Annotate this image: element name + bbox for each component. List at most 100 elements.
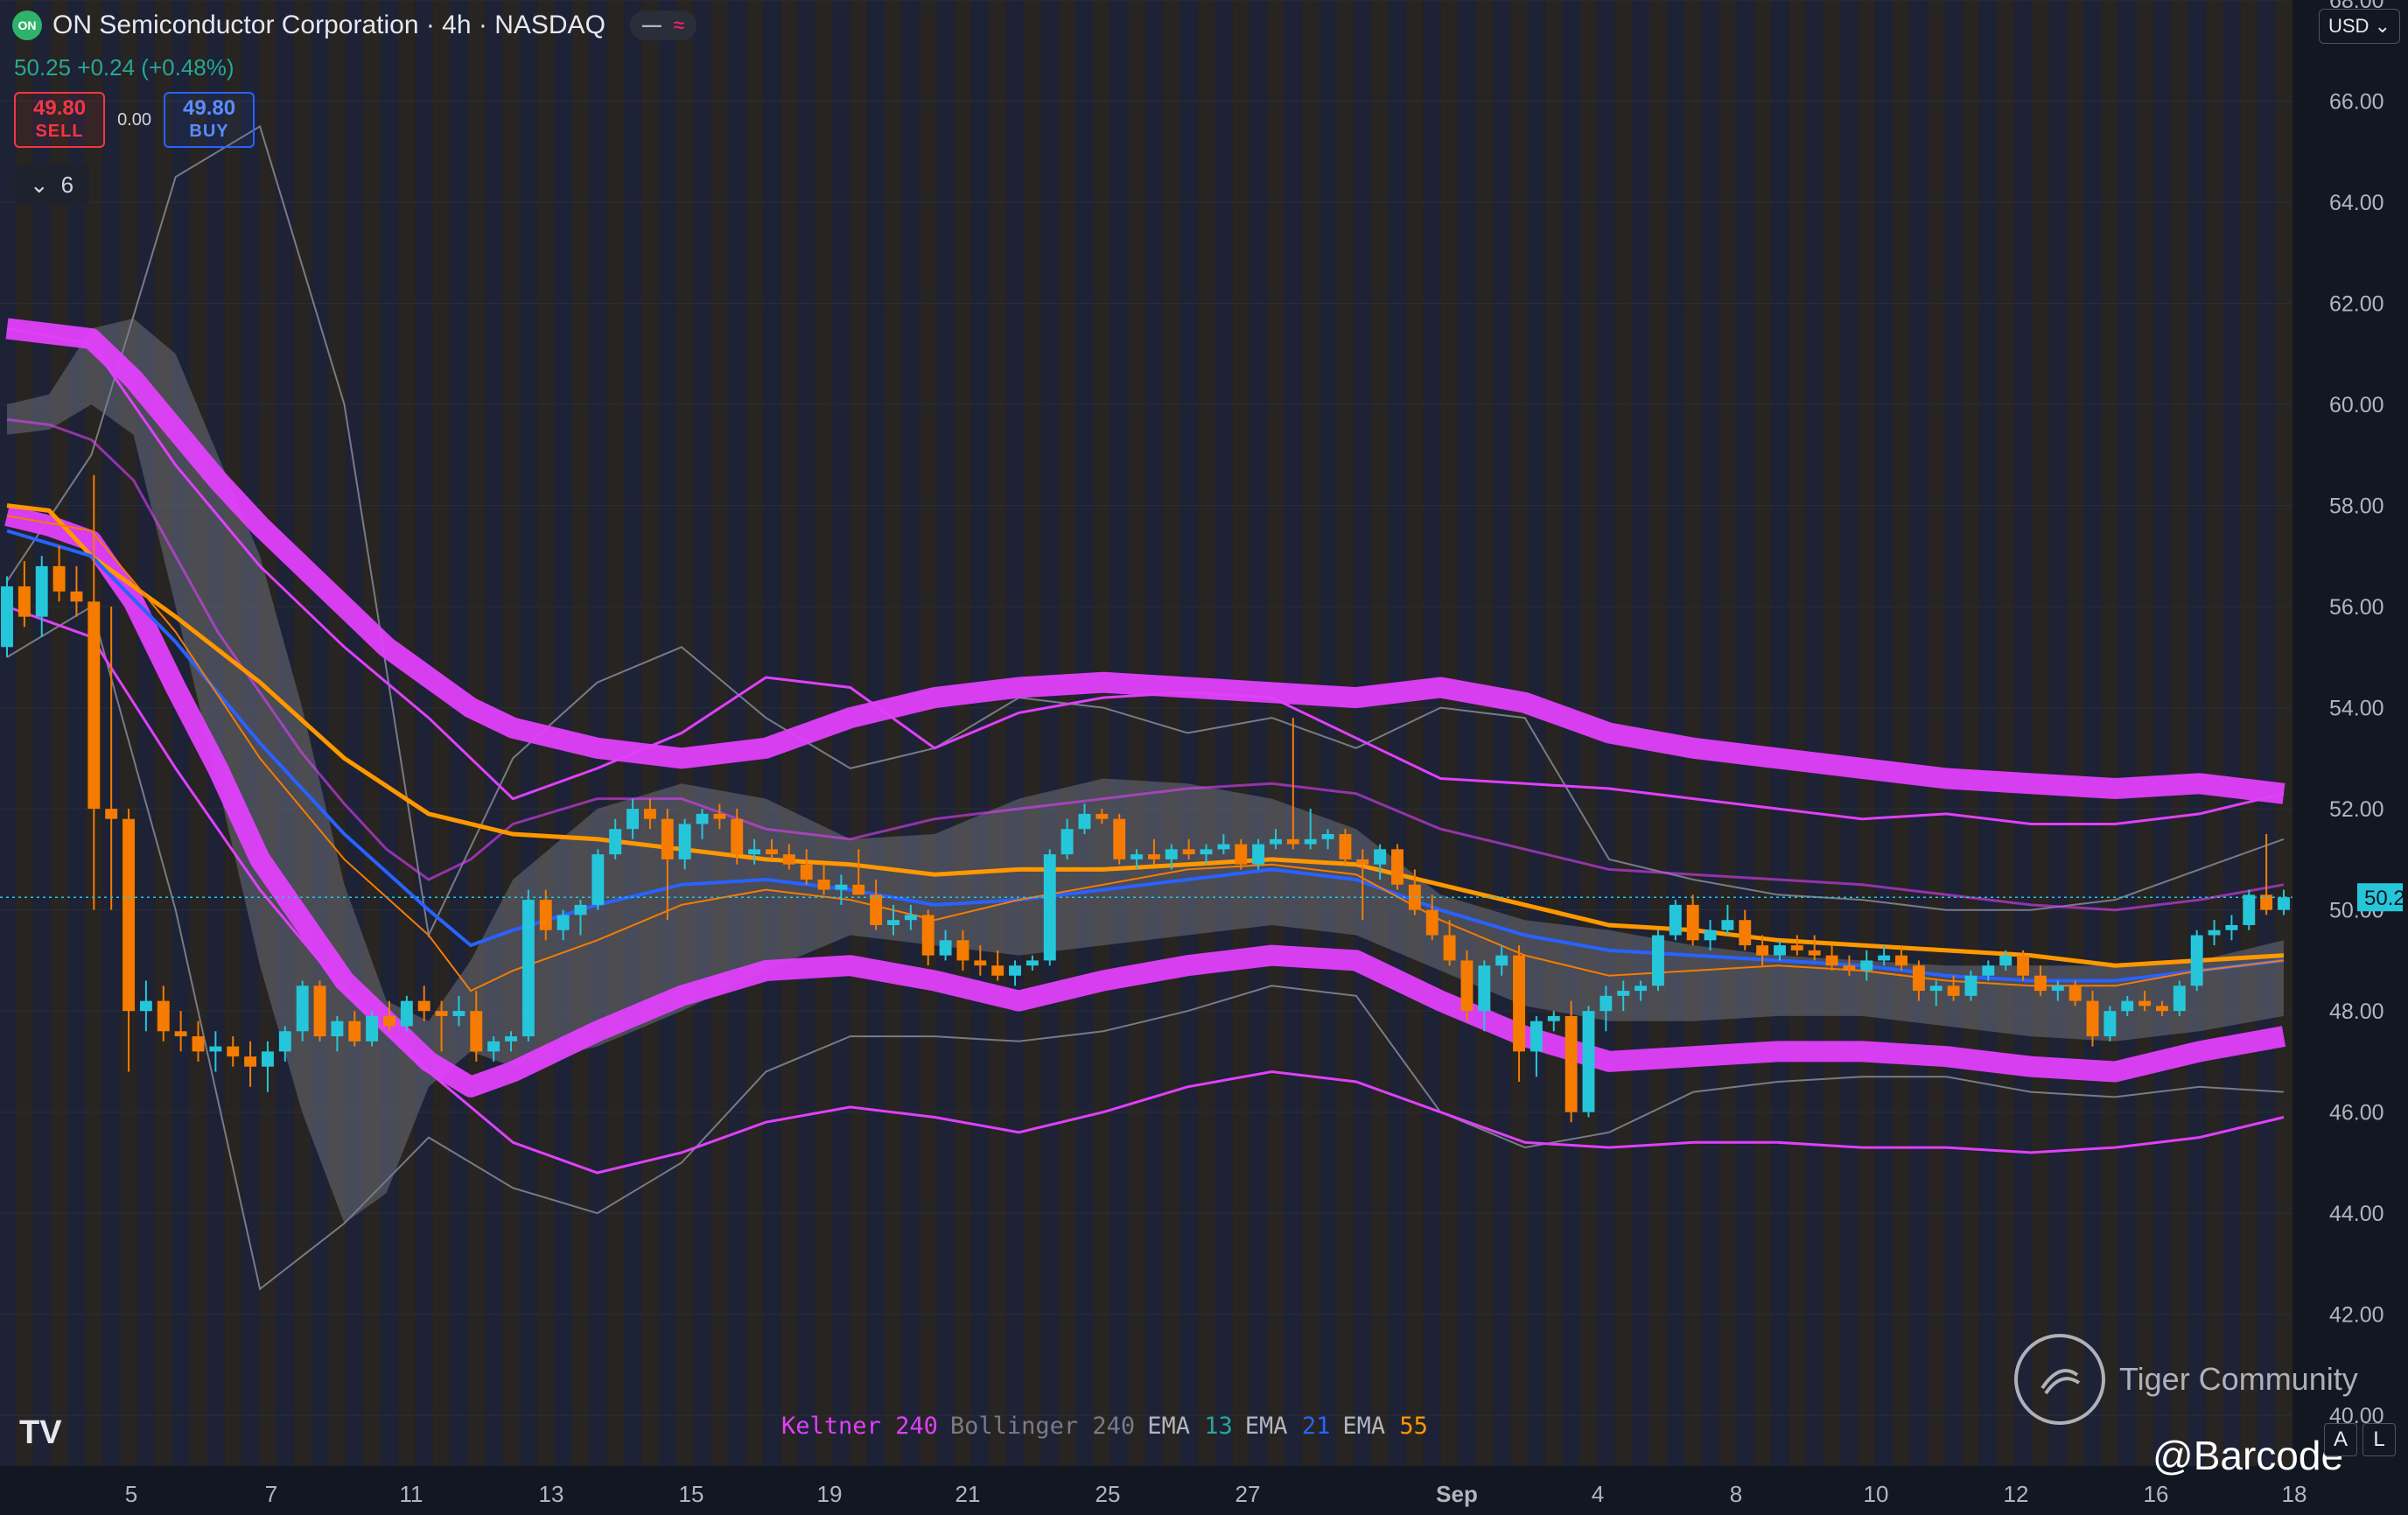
- session-stripe: [936, 0, 955, 1466]
- candle: [731, 809, 744, 865]
- indicators-toggle[interactable]: ⌄ 6: [14, 165, 89, 205]
- session-stripe: [763, 0, 780, 1466]
- candle: [487, 1036, 500, 1062]
- candle-body: [921, 915, 934, 956]
- session-stripe: [1145, 0, 1163, 1466]
- candle-body: [1, 586, 13, 648]
- time-tick-label: 25: [1096, 1481, 1121, 1507]
- bands-layer: [4, 124, 2286, 1291]
- candle-body: [70, 591, 83, 602]
- session-stripe: [1110, 0, 1129, 1466]
- candle-body: [2051, 985, 2064, 992]
- candle: [2068, 980, 2082, 1006]
- candle: [1513, 945, 1525, 1083]
- time-tick-label: Sep: [1436, 1481, 1478, 1507]
- candle: [800, 849, 813, 885]
- time-tick-label: 12: [2004, 1481, 2029, 1507]
- candle-body: [574, 904, 587, 915]
- session-stripe: [1962, 0, 1980, 1466]
- candle: [2017, 950, 2030, 981]
- candle: [2208, 920, 2221, 946]
- legend-ema-55[interactable]: EMA 55: [1342, 1413, 1428, 1440]
- session-stripe: [1823, 0, 1841, 1466]
- candle: [122, 809, 135, 1072]
- legend-keltner[interactable]: Keltner 240: [781, 1413, 938, 1440]
- candle-body: [1356, 859, 1369, 865]
- candle-body: [974, 960, 987, 966]
- bollinger-band-fill: [7, 318, 2284, 1224]
- wave-icon[interactable]: ≈: [673, 14, 684, 36]
- candle: [1, 576, 13, 657]
- session-stripe: [746, 0, 764, 1466]
- candle-body: [1391, 849, 1404, 885]
- auto-scale-button[interactable]: A: [2324, 1423, 2357, 1456]
- candle: [278, 1026, 291, 1062]
- candle: [1929, 980, 1942, 1006]
- candle-body: [366, 1015, 379, 1042]
- candle: [227, 1036, 240, 1067]
- candle-body: [505, 1036, 517, 1042]
- minus-icon[interactable]: —: [641, 14, 662, 36]
- candle-body: [1929, 985, 1942, 992]
- session-stripe: [2205, 0, 2223, 1466]
- session-stripes: [0, 0, 2292, 1466]
- time-tick-label: 7: [265, 1481, 277, 1507]
- session-stripe: [1788, 0, 1806, 1466]
- candle: [52, 545, 66, 602]
- candle: [748, 838, 761, 865]
- candle-body: [1600, 995, 1613, 1012]
- candle-body: [52, 565, 66, 592]
- session-stripe: [1562, 0, 1580, 1466]
- candle: [1391, 844, 1404, 890]
- candle: [70, 565, 83, 617]
- candle-body: [643, 809, 656, 819]
- session-stripe: [640, 0, 659, 1466]
- session-stripe: [15, 0, 33, 1466]
- candle-body: [2017, 955, 2030, 976]
- session-stripe: [2240, 0, 2258, 1466]
- candle-body: [2034, 975, 2047, 992]
- buy-button[interactable]: 49.80 BUY: [164, 92, 256, 148]
- session-stripe: [1267, 0, 1284, 1466]
- candle: [88, 474, 101, 910]
- candle: [105, 607, 118, 910]
- tiger-logo-icon: [2014, 1334, 2105, 1425]
- session-stripe: [885, 0, 902, 1466]
- legend-bollinger[interactable]: Bollinger 240: [949, 1413, 1136, 1440]
- session-stripe: [2136, 0, 2154, 1466]
- session-stripe: [450, 0, 468, 1466]
- session-stripe: [346, 0, 364, 1466]
- watermark-handle: @Barcode: [2152, 1433, 2344, 1478]
- candle: [782, 844, 795, 870]
- candle-body: [556, 915, 570, 930]
- candle-body: [1825, 955, 1838, 966]
- candle-body: [1982, 965, 1995, 976]
- session-stripe: [1162, 0, 1180, 1466]
- session-stripe: [1840, 0, 1858, 1466]
- candle: [1808, 935, 1821, 961]
- candle: [1530, 1015, 1543, 1077]
- session-stripe: [2066, 0, 2084, 1466]
- tradingview-logo-icon[interactable]: TV: [19, 1414, 62, 1451]
- candle: [592, 849, 605, 910]
- legend-ema-13[interactable]: EMA 13: [1147, 1413, 1233, 1440]
- candle-body: [852, 884, 865, 895]
- sell-button[interactable]: 49.80 SELL: [14, 92, 106, 148]
- symbol-title[interactable]: ON Semiconductor Corporation · 4h · NASD…: [52, 11, 606, 39]
- session-stripe: [2031, 0, 2049, 1466]
- session-stripe: [571, 0, 590, 1466]
- candle-body: [1582, 1011, 1595, 1112]
- currency-select[interactable]: USD ⌄: [2319, 9, 2401, 44]
- keltner-mid: [6, 417, 2285, 912]
- candle: [1026, 955, 1039, 971]
- candle: [574, 900, 587, 936]
- candle-body: [2173, 985, 2186, 1012]
- legend-ema-21[interactable]: EMA 21: [1244, 1413, 1331, 1440]
- candle: [539, 889, 552, 941]
- candle: [991, 950, 1004, 981]
- candle: [1947, 975, 1960, 1001]
- log-scale-button[interactable]: L: [2362, 1423, 2396, 1456]
- session-stripe: [1405, 0, 1424, 1466]
- header-pill[interactable]: — ≈: [629, 11, 696, 40]
